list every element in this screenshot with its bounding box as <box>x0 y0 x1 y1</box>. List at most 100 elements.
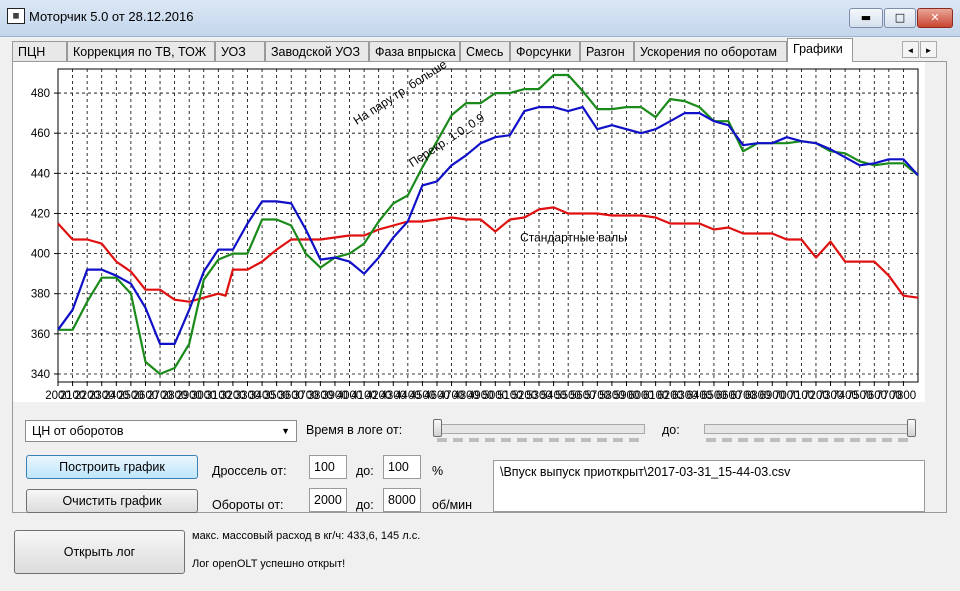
y-tick-label: 440 <box>31 168 50 180</box>
x-tick-label: 4600 <box>424 390 450 402</box>
x-tick-label: 4900 <box>468 390 494 402</box>
y-tick-label: 460 <box>31 128 50 140</box>
x-tick-label: 4000 <box>337 390 363 402</box>
tab-strip: ПЦН Коррекция по ТВ, ТОЖ УОЗ Заводской У… <box>12 38 947 62</box>
chart-type-select[interactable]: ЦН от оборотов ▼ <box>25 420 297 442</box>
x-tick-label: 3400 <box>249 390 275 402</box>
x-tick-label: 4500 <box>410 390 436 402</box>
x-tick-label: 5300 <box>526 390 552 402</box>
y-tick-label: 400 <box>31 249 50 261</box>
x-tick-label: 7700 <box>876 390 902 402</box>
chevron-down-icon: ▼ <box>281 426 290 436</box>
x-tick-label: 4200 <box>366 390 392 402</box>
tab-injection-phase[interactable]: Фаза впрыска <box>369 41 460 61</box>
x-tick-label: 6600 <box>716 390 742 402</box>
y-tick-label: 360 <box>31 329 50 341</box>
close-button[interactable]: ✕ <box>917 8 953 28</box>
y-tick-label: 480 <box>31 88 50 100</box>
x-tick-label: 5100 <box>497 390 523 402</box>
x-tick-label: 2400 <box>104 390 130 402</box>
window-title: Моторчик 5.0 от 28.12.2016 <box>29 9 194 24</box>
x-tick-label: 6900 <box>759 390 785 402</box>
app-icon: ▦ <box>7 8 25 24</box>
log-file-path[interactable]: \Впуск выпуск приоткрыт\2017-03-31_15-44… <box>493 460 925 512</box>
tab-uoz[interactable]: УОЗ <box>215 41 265 61</box>
x-tick-label: 2500 <box>118 390 144 402</box>
x-tick-label: 6100 <box>643 390 669 402</box>
x-tick-label: 6500 <box>701 390 727 402</box>
tab-scroll-left-icon[interactable]: ◄ <box>902 41 919 58</box>
x-tick-label: 6200 <box>657 390 683 402</box>
x-tick-label: 5800 <box>599 390 625 402</box>
rpm-to-input[interactable]: 8000 <box>383 488 421 512</box>
tab-correction[interactable]: Коррекция по ТВ, ТОЖ <box>67 41 215 61</box>
title-bar: ▦ Моторчик 5.0 от 28.12.2016 ▬ □ ✕ <box>0 0 960 37</box>
maximize-button[interactable]: □ <box>884 8 916 28</box>
log-status-text: Лог openOLT успешно открыт! <box>192 558 346 570</box>
series-line-2 <box>57 106 919 345</box>
throttle-unit: % <box>432 464 444 478</box>
time-to-label: до: <box>662 423 680 437</box>
y-tick-label: 420 <box>31 208 50 220</box>
chart-type-value: ЦН от оборотов <box>32 424 124 438</box>
x-tick-label: 5400 <box>541 390 567 402</box>
x-tick-label: 2000 <box>45 390 71 402</box>
time-to-track[interactable] <box>704 424 916 434</box>
x-tick-label: 3600 <box>278 390 304 402</box>
x-tick-label: 7100 <box>789 390 815 402</box>
x-tick-label: 7600 <box>861 390 887 402</box>
x-tick-label: 2100 <box>60 390 86 402</box>
tab-pcn[interactable]: ПЦН <box>12 41 67 61</box>
clear-chart-button[interactable]: Очистить график <box>26 489 198 513</box>
x-tick-label: 3100 <box>206 390 232 402</box>
series-line-0 <box>57 206 919 303</box>
x-tick-label: 7300 <box>818 390 844 402</box>
x-tick-label: 2300 <box>89 390 115 402</box>
x-tick-label: 3200 <box>220 390 246 402</box>
x-tick-label: 5600 <box>570 390 596 402</box>
x-tick-label: 3900 <box>322 390 348 402</box>
time-from-track[interactable] <box>433 424 645 434</box>
rpm-from-input[interactable]: 2000 <box>309 488 347 512</box>
tab-mixture[interactable]: Смесь <box>460 41 510 61</box>
series-label-0: Стандартные валы <box>520 231 627 245</box>
tab-injectors[interactable]: Форсунки <box>510 41 580 61</box>
x-tick-label: 7200 <box>803 390 829 402</box>
throttle-label: Дроссель от: <box>212 464 287 478</box>
y-tick-label: 380 <box>31 289 50 301</box>
rpm-label: Обороты от: <box>212 498 284 512</box>
x-tick-label: 3300 <box>235 390 261 402</box>
x-tick-label: 2900 <box>176 390 202 402</box>
x-tick-label: 5700 <box>585 390 611 402</box>
tab-rpm-acceleration[interactable]: Ускорения по оборотам <box>634 41 787 61</box>
x-tick-label: 7800 <box>891 390 917 402</box>
x-tick-label: 4700 <box>439 390 465 402</box>
time-to-slider[interactable] <box>907 419 916 437</box>
y-tick-label: 340 <box>31 369 50 381</box>
throttle-from-input[interactable]: 100 <box>309 455 347 479</box>
open-log-button[interactable]: Открыть лог <box>14 530 185 574</box>
x-tick-label: 6700 <box>730 390 756 402</box>
x-tick-label: 5200 <box>512 390 538 402</box>
x-tick-label: 3800 <box>308 390 334 402</box>
x-tick-label: 6400 <box>687 390 713 402</box>
x-tick-label: 4300 <box>380 390 406 402</box>
time-from-label: Время в логе от: <box>306 423 403 437</box>
rpm-unit: об/мин <box>432 498 473 512</box>
build-chart-button[interactable]: Построить график <box>26 455 198 479</box>
tab-charts[interactable]: Графики <box>787 38 853 62</box>
x-tick-label: 6300 <box>672 390 698 402</box>
x-tick-label: 5000 <box>482 390 508 402</box>
tab-acceleration[interactable]: Разгон <box>580 41 634 61</box>
x-tick-label: 5500 <box>555 390 581 402</box>
x-tick-label: 2200 <box>74 390 100 402</box>
x-tick-label: 4800 <box>453 390 479 402</box>
minimize-button[interactable]: ▬ <box>849 8 883 28</box>
tab-scroll-right-icon[interactable]: ► <box>920 41 937 58</box>
throttle-to-label: до: <box>356 464 374 478</box>
time-from-slider[interactable] <box>433 419 442 437</box>
x-tick-label: 3000 <box>191 390 217 402</box>
throttle-to-input[interactable]: 100 <box>383 455 421 479</box>
tab-factory-uoz[interactable]: Заводской УОЗ <box>265 41 369 61</box>
